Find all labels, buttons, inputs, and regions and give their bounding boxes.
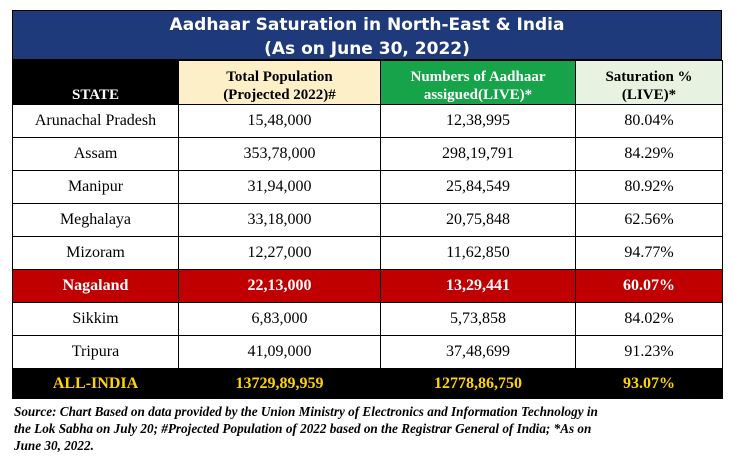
cell-aadhaar: 12,38,995 [380,104,576,138]
source-note: Source: Chart Based on data provided by … [12,403,722,454]
cell-population: 12,27,000 [178,236,381,270]
source-line-3: June 30, 2022. [14,438,94,453]
cell-state: Tripura [12,335,179,369]
cell-aadhaar: 13,29,441 [380,269,576,303]
cell-aadhaar: 11,62,850 [380,236,576,270]
aadhaar-table-graphic: Aadhaar Saturation in North-East & India… [12,10,723,454]
table-row: Assam 353,78,000 298,19,791 84.29% [12,137,723,171]
cell-population: 15,48,000 [178,104,381,138]
header-aadhaar: Numbers of Aadhaar assigued(LIVE)* [380,60,576,105]
source-line-2: the Lok Sabha on July 20; #Projected Pop… [14,421,592,436]
table-row-highlighted: Nagaland 22,13,000 13,29,441 60.07% [12,269,723,303]
table-row: Meghalaya 33,18,000 20,75,848 62.56% [12,203,723,237]
cell-state: Nagaland [12,269,179,303]
cell-saturation: 84.29% [575,137,723,171]
header-row: STATE Total Population (Projected 2022)# … [12,60,723,105]
cell-aadhaar: 25,84,549 [380,170,576,204]
table-row: Arunachal Pradesh 15,48,000 12,38,995 80… [12,104,723,138]
header-state: STATE [12,60,179,105]
cell-saturation: 80.92% [575,170,723,204]
table-row: Sikkim 6,83,000 5,73,858 84.02% [12,302,723,336]
cell-saturation: 94.77% [575,236,723,270]
cell-population: 33,18,000 [178,203,381,237]
cell-saturation: 84.02% [575,302,723,336]
cell-saturation: 62.56% [575,203,723,237]
header-population: Total Population (Projected 2022)# [178,60,381,105]
cell-population: 31,94,000 [178,170,381,204]
cell-state: Meghalaya [12,203,179,237]
cell-state: Assam [12,137,179,171]
cell-saturation: 93.07% [575,368,723,399]
cell-aadhaar: 12778,86,750 [380,368,576,399]
cell-population: 41,09,000 [178,335,381,369]
table-row-total: ALL-INDIA 13729,89,959 12778,86,750 93.0… [12,368,723,399]
table-title: Aadhaar Saturation in North-East & India… [12,10,722,60]
header-saturation: Saturation % (LIVE)* [575,60,723,105]
cell-aadhaar: 5,73,858 [380,302,576,336]
cell-aadhaar: 37,48,699 [380,335,576,369]
table-row: Mizoram 12,27,000 11,62,850 94.77% [12,236,723,270]
cell-saturation: 60.07% [575,269,723,303]
cell-state: Arunachal Pradesh [12,104,179,138]
title-line-2: (As on June 30, 2022) [264,39,470,59]
cell-population: 13729,89,959 [178,368,381,399]
source-line-1: Source: Chart Based on data provided by … [14,404,598,419]
table-row: Tripura 41,09,000 37,48,699 91.23% [12,335,723,369]
cell-state: ALL-INDIA [12,368,179,399]
table-row: Manipur 31,94,000 25,84,549 80.92% [12,170,723,204]
cell-state: Sikkim [12,302,179,336]
title-line-1: Aadhaar Saturation in North-East & India [169,15,565,35]
cell-saturation: 80.04% [575,104,723,138]
cell-aadhaar: 298,19,791 [380,137,576,171]
cell-aadhaar: 20,75,848 [380,203,576,237]
cell-state: Mizoram [12,236,179,270]
cell-population: 6,83,000 [178,302,381,336]
cell-population: 353,78,000 [178,137,381,171]
saturation-table: STATE Total Population (Projected 2022)# … [12,60,723,399]
cell-population: 22,13,000 [178,269,381,303]
cell-saturation: 91.23% [575,335,723,369]
cell-state: Manipur [12,170,179,204]
